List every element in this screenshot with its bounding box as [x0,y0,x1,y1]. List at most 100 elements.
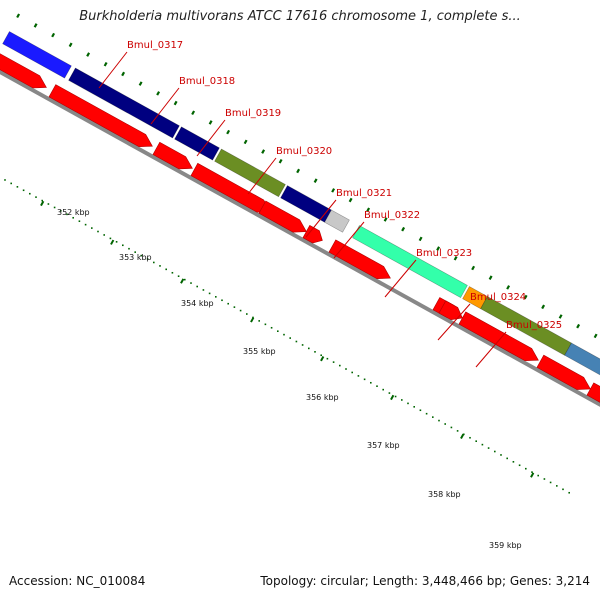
inner-tick-dot [239,309,242,312]
label-leader-line [384,259,417,298]
inner-tick-dot [90,227,93,229]
inner-tick-dot [214,296,217,298]
reverse-cds-arrow[interactable] [302,225,323,244]
inner-tick-dot [47,203,50,205]
gene-block[interactable] [68,67,180,139]
gene-block[interactable] [214,148,286,198]
inner-tick-dot [4,179,6,181]
inner-tick-dot [177,275,180,278]
inner-tick-dot [438,419,440,422]
reverse-cds-arrow[interactable] [438,300,463,321]
inner-tick-dot [431,416,434,418]
label-leader-line [305,199,337,238]
label-leader-line [150,87,180,125]
inner-tick-dot [425,412,428,415]
outer-tick [471,265,476,271]
gene-label-bmul-0319[interactable]: Bmul_0319 [225,108,281,119]
inner-tick-dot [493,450,496,453]
kbp-labels: 352 kbp 353 kbp 354 kbp 355 kbp 356 kbp 357 k… [57,208,522,550]
reverse-cds-arrow[interactable] [586,382,600,404]
reverse-cds-arrow[interactable] [536,354,591,390]
label-leader-line [247,157,277,195]
inner-tick-dot [555,485,558,487]
label-leader-line [333,221,365,259]
gene-label-bmul-0318[interactable]: Bmul_0318 [179,76,235,87]
gene-label-bmul-0322[interactable]: Bmul_0322 [364,210,420,221]
inner-tick-dot [500,454,502,456]
gene-label-bmul-0317[interactable]: Bmul_0317 [127,40,183,51]
inner-tick-dot [115,241,118,243]
reverse-cds-arrow[interactable] [0,52,47,89]
inner-major-tick [460,433,465,439]
map-title: Burkholderia multivorans ATCC 17616 chro… [79,9,521,24]
gene-label-bmul-0324[interactable]: Bmul_0324 [470,292,526,303]
gene-label-bmul-0323[interactable]: Bmul_0323 [416,248,472,259]
inner-tick-dot [506,457,508,460]
inner-tick-dot [41,199,43,202]
outer-tick [68,42,73,48]
inner-tick-dot [59,210,62,212]
outer-tick [138,81,143,86]
kbp-label: 356 kbp [306,393,339,402]
gene-label-bmul-0325[interactable]: Bmul_0325 [506,320,562,331]
inner-tick-dot [66,213,68,216]
inner-tick-dot [183,278,186,281]
reverse-cds-arrow[interactable] [152,141,193,170]
inner-tick-dot [369,381,372,384]
label-leader-line [475,331,507,368]
reverse-cds-arrow[interactable] [458,311,539,362]
inner-tick-dot [53,206,56,209]
outer-tick [103,61,108,67]
inner-tick-dot [134,251,136,253]
outer-tick [331,188,336,193]
inner-tick-dot [97,230,99,233]
outer-tick [576,323,581,329]
inner-tick-dot [568,491,570,494]
inner-tick-dot [537,474,539,477]
inner-tick-dot [320,354,322,357]
outer-tick [436,246,441,251]
outer-tick [243,139,248,145]
inner-major-tick [530,472,535,478]
inner-tick-dot [475,440,477,442]
outer-tick [278,158,283,164]
kbp-label: 357 kbp [367,441,400,450]
inner-tick-dot [326,357,329,360]
inner-tick-dot [382,388,384,391]
inner-major-tick [110,239,115,245]
gene-block[interactable] [2,31,72,79]
inner-tick-dot [363,378,366,381]
outer-tick [523,294,528,300]
gene-block[interactable] [174,126,220,161]
reverse-cds-arrow[interactable] [328,239,391,280]
inner-tick-dot [78,220,81,223]
inner-tick-dot [518,464,521,467]
inner-tick-dot [394,395,397,398]
reverse-cds-arrow[interactable] [48,84,153,148]
inner-tick-dot [481,443,484,446]
inner-major-tick [180,278,185,284]
outer-tick [453,255,458,261]
inner-tick-dot [531,471,533,473]
reverse-cds-arrow[interactable] [258,200,307,233]
outer-tick [156,91,161,96]
outer-tick [86,52,91,57]
outer-tick [296,168,301,174]
gene-label-bmul-0321[interactable]: Bmul_0321 [336,188,392,199]
inner-tick-dot [524,467,527,470]
inner-tick-dot [72,216,74,219]
inner-tick-dot [301,344,304,346]
backbone [0,69,600,407]
inner-tick-dot [413,406,415,408]
inner-tick-dot [295,340,298,343]
inner-tick-dot [332,361,335,363]
gene-label-bmul-0320[interactable]: Bmul_0320 [276,146,332,157]
kbp-label: 358 kbp [428,490,461,499]
inner-tick-dot [264,323,267,326]
gene-block[interactable] [324,209,350,233]
inner-tick-dot [276,330,279,333]
gene-block[interactable] [564,342,600,377]
inner-tick-dot [450,426,453,429]
outer-tick [366,207,371,213]
